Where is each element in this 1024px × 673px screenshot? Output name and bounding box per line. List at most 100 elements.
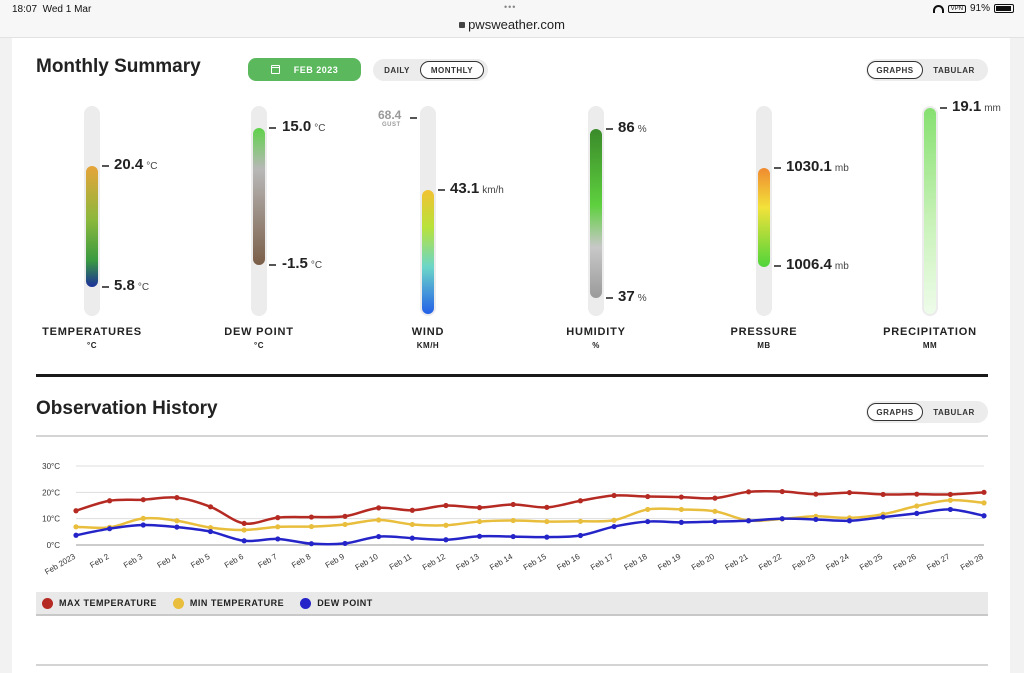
dew-point-point[interactable] <box>745 518 752 524</box>
max-temperature-point[interactable] <box>342 513 348 519</box>
min-temperature-point[interactable] <box>73 524 79 530</box>
max-temperature-point[interactable] <box>510 501 516 508</box>
max-temperature-point[interactable] <box>678 494 684 500</box>
max-temperature-point[interactable] <box>107 498 113 504</box>
x-tick-label: Feb 9 <box>324 552 347 570</box>
min-temperature-point[interactable] <box>510 517 516 524</box>
dew-point-point[interactable] <box>880 514 886 520</box>
calendar-icon <box>270 65 280 74</box>
dew-point-point[interactable] <box>981 513 987 519</box>
min-temperature-point[interactable] <box>476 518 483 525</box>
dew-point-point[interactable] <box>73 532 79 538</box>
x-tick-label: Feb 27 <box>925 552 952 573</box>
max-temperature-point[interactable] <box>947 491 953 498</box>
dew-point-point[interactable] <box>813 516 819 523</box>
daily-tab[interactable]: DAILY <box>384 65 410 75</box>
dew-point-point[interactable] <box>409 535 415 541</box>
x-tick-label: Feb 13 <box>454 552 481 573</box>
min-temperature-point[interactable] <box>275 524 281 530</box>
max-temperature-point[interactable] <box>207 504 214 510</box>
legend-min-temperature[interactable]: MIN TEMPERATURE <box>172 597 284 609</box>
dew-point-point[interactable] <box>174 524 180 530</box>
max-temperature-point[interactable] <box>914 491 920 497</box>
dew-point-point[interactable] <box>914 510 920 516</box>
min-temperature-point[interactable] <box>914 503 920 509</box>
legend-max-temperature[interactable]: MAX TEMPERATURE <box>42 597 157 609</box>
tick <box>102 286 109 288</box>
dew-point-point[interactable] <box>779 516 785 522</box>
dew-point-point[interactable] <box>678 519 684 525</box>
dew-point-point[interactable] <box>376 533 382 540</box>
max-temperature-point[interactable] <box>645 493 651 500</box>
pressure-label: PRESSURE <box>730 326 798 338</box>
min-temperature-point[interactable] <box>409 521 415 528</box>
min-temperature-point[interactable] <box>443 522 449 528</box>
max-temperature-point[interactable] <box>611 492 617 499</box>
max-temperature-point[interactable] <box>981 489 987 495</box>
dew-point-point[interactable] <box>107 526 113 532</box>
min-temperature-point[interactable] <box>140 515 146 522</box>
dew-point-point[interactable] <box>544 534 550 540</box>
max-temperature-point[interactable] <box>275 515 281 521</box>
max-temperature-point[interactable] <box>308 514 315 520</box>
max-temperature-point[interactable] <box>140 497 146 503</box>
min-temperature-point[interactable] <box>712 508 718 514</box>
max-temperature-point[interactable] <box>779 488 785 495</box>
min-temperature-point[interactable] <box>544 518 550 525</box>
max-temperature-point[interactable] <box>544 504 550 510</box>
dew-point-point[interactable] <box>443 537 449 543</box>
max-temperature-point[interactable] <box>443 502 449 509</box>
max-temperature-point[interactable] <box>174 495 180 501</box>
max-temperature-point[interactable] <box>880 491 886 498</box>
dew-point-point[interactable] <box>510 533 516 540</box>
min-temperature-point[interactable] <box>981 500 987 506</box>
tabular-tab[interactable]: TABULAR <box>933 65 975 75</box>
address-bar[interactable]: pwsweather.com <box>0 17 1024 32</box>
dew-point-point[interactable] <box>207 528 214 535</box>
min-temperature-point[interactable] <box>308 523 315 530</box>
history-tabular-tab[interactable]: TABULAR <box>933 407 975 417</box>
min-temperature-point[interactable] <box>174 518 180 524</box>
legend-dew-point[interactable]: DEW POINT <box>300 597 373 609</box>
dew-point-point[interactable] <box>712 518 718 525</box>
more-dots-icon[interactable]: ••• <box>504 2 517 12</box>
history-graphs-tab[interactable]: GRAPHS <box>867 403 923 421</box>
humidity-label: HUMIDITY <box>566 326 626 338</box>
wind-label: WIND <box>411 326 445 338</box>
max-temperature-point[interactable] <box>73 508 79 514</box>
max-temperature-point[interactable] <box>712 495 718 501</box>
min-temperature-point[interactable] <box>241 527 247 533</box>
max-temperature-point[interactable] <box>577 498 584 504</box>
min-temperature-point[interactable] <box>611 517 617 523</box>
dew-point-point[interactable] <box>140 522 146 528</box>
x-tick-label: Feb 21 <box>724 552 751 573</box>
dew-point-point[interactable] <box>308 541 315 547</box>
max-temperature-point[interactable] <box>813 491 819 497</box>
max-temperature-point[interactable] <box>745 489 752 495</box>
dew-point-point[interactable] <box>275 536 281 542</box>
dew-point-point[interactable] <box>577 532 584 539</box>
max-temperature-point[interactable] <box>241 520 247 527</box>
min-temperature-point[interactable] <box>577 518 584 524</box>
max-temperature-point[interactable] <box>846 489 853 496</box>
monthly-tab[interactable]: MONTHLY <box>420 61 484 79</box>
dew-point-point[interactable] <box>846 518 853 524</box>
dew-point-point[interactable] <box>645 518 651 525</box>
dew-point-point[interactable] <box>611 523 617 530</box>
dew-point-point[interactable] <box>476 533 483 539</box>
dew-point-point[interactable] <box>241 538 247 544</box>
dew-point-point[interactable] <box>947 506 953 513</box>
max-temperature-point[interactable] <box>376 505 382 511</box>
min-temperature-point[interactable] <box>645 506 651 513</box>
min-temperature-point[interactable] <box>947 497 953 503</box>
max-temperature-point[interactable] <box>476 505 483 511</box>
min-temperature-point[interactable] <box>678 506 684 513</box>
min-temperature-point[interactable] <box>376 517 382 523</box>
max-temperature-point[interactable] <box>409 507 415 513</box>
min-temperature-point[interactable] <box>342 521 348 528</box>
graphs-tab[interactable]: GRAPHS <box>867 61 923 79</box>
min-temperature-point[interactable] <box>207 525 214 531</box>
month-picker-button[interactable]: FEB 2023 <box>248 58 361 81</box>
pressure-min: 1006.4 mb <box>786 256 849 273</box>
dew-point-point[interactable] <box>342 540 348 547</box>
